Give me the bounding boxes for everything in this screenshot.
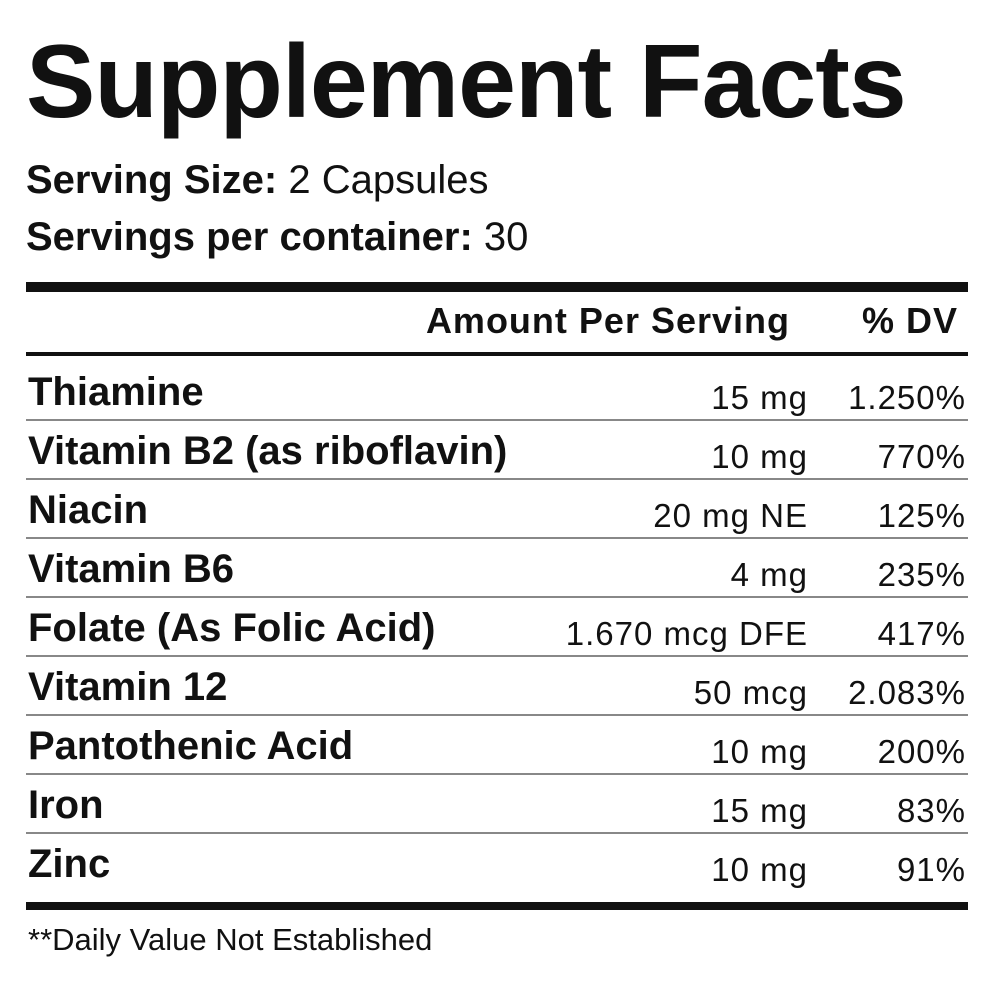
daily-value: 417% xyxy=(877,615,966,652)
serving-size-value: 2 Capsules xyxy=(288,158,489,202)
servings-value: 30 xyxy=(483,215,529,259)
nutrient-name: Vitamin B2 (as riboflavin) xyxy=(28,429,508,473)
servings-per-container: Servings per container: 30 xyxy=(26,213,528,261)
table-row: Zinc 10 mg 91% xyxy=(26,834,968,893)
table-row: Vitamin 12 50 mcg 2.083% xyxy=(26,657,968,716)
nutrient-name: Iron xyxy=(28,783,104,827)
daily-value: 770% xyxy=(877,438,966,475)
title: Supplement Facts xyxy=(26,24,907,140)
nutrient-name: Zinc xyxy=(28,842,111,886)
table-row: Niacin 20 mg NE 125% xyxy=(26,480,968,539)
nutrient-name: Thiamine xyxy=(28,370,204,414)
table-row: Pantothenic Acid 10 mg 200% xyxy=(26,716,968,775)
nutrient-name: Niacin xyxy=(28,488,149,532)
table-row: Folate (As Folic Acid) 1.670 mcg DFE 417% xyxy=(26,598,968,657)
nutrient-name: Pantothenic Acid xyxy=(28,724,354,768)
column-header: % DV xyxy=(861,300,958,341)
daily-value: 200% xyxy=(877,733,966,770)
thick-rule xyxy=(26,902,968,910)
amount: 15 mg xyxy=(711,379,808,416)
serving-size: Serving Size: 2 Capsules xyxy=(26,156,488,204)
nutrient-name: Vitamin B6 xyxy=(28,547,234,591)
amount: 4 mg xyxy=(730,556,808,593)
serving-size-label: Serving Size: xyxy=(26,158,278,202)
amount: 1.670 mcg DFE xyxy=(565,615,808,652)
nutrient-name: Folate (As Folic Acid) xyxy=(28,606,436,650)
table-row: Thiamine 15 mg 1.250% xyxy=(26,362,968,421)
amount: 10 mg xyxy=(711,733,808,770)
thick-rule xyxy=(26,282,968,292)
amount: 10 mg xyxy=(711,438,808,475)
servings-label: Servings per container: xyxy=(26,215,473,259)
daily-value: 235% xyxy=(877,556,966,593)
footnote: **Daily Value Not Established xyxy=(28,922,433,957)
amount: 15 mg xyxy=(711,792,808,829)
daily-value: 1.250% xyxy=(848,379,966,416)
table-row: Vitamin B2 (as riboflavin) 10 mg 770% xyxy=(26,421,968,480)
header-rule xyxy=(26,352,968,356)
nutrient-name: Vitamin 12 xyxy=(28,665,228,709)
daily-value: 2.083% xyxy=(848,674,966,711)
daily-value: 83% xyxy=(896,792,966,829)
daily-value: 125% xyxy=(877,497,966,534)
table-row: Iron 15 mg 83% xyxy=(26,775,968,834)
amount: 50 mcg xyxy=(693,674,808,711)
daily-value: 91% xyxy=(896,851,966,888)
amount: 20 mg NE xyxy=(653,497,808,534)
amount: 10 mg xyxy=(711,851,808,888)
column-header: Amount Per Serving xyxy=(425,300,790,341)
table-row: Vitamin B6 4 mg 235% xyxy=(26,539,968,598)
